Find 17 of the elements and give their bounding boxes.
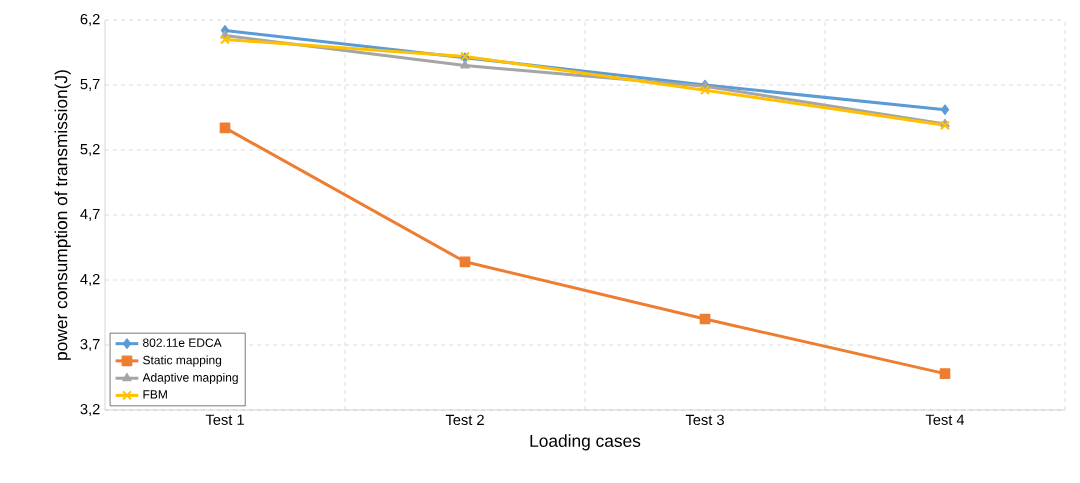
legend-label: 802.11e EDCA — [143, 338, 222, 347]
y-tick-label: 4,2 — [80, 273, 100, 287]
y-tick-label: 3,2 — [80, 403, 100, 417]
y-tick-label: 6,2 — [80, 13, 100, 27]
x-tick-label: Test 3 — [685, 414, 724, 426]
legend-label: FBM — [143, 390, 167, 399]
y-tick-label: 4,7 — [80, 209, 100, 221]
y-tick-label: 3,7 — [80, 338, 100, 352]
x-tick-label: Test 1 — [205, 414, 244, 425]
y-tick-label: 5,2 — [80, 143, 100, 157]
x-axis-title: Loading cases — [530, 434, 641, 451]
y-axis-title: power consumption of transmission(J) — [54, 70, 71, 360]
legend-label: Adaptive mapping — [142, 372, 238, 385]
x-tick-label: Test 2 — [445, 414, 484, 426]
y-tick-label: 5,7 — [80, 79, 100, 91]
legend-label: Static mapping — [143, 355, 222, 367]
x-tick-label: Test 4 — [925, 414, 965, 425]
